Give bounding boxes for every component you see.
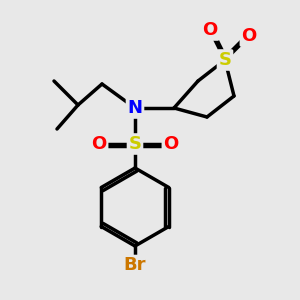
Text: N: N xyxy=(128,99,142,117)
Text: S: S xyxy=(218,51,232,69)
Text: O: O xyxy=(164,135,178,153)
Text: O: O xyxy=(242,27,256,45)
Text: O: O xyxy=(92,135,106,153)
Text: O: O xyxy=(202,21,217,39)
Text: S: S xyxy=(128,135,142,153)
Text: Br: Br xyxy=(124,256,146,274)
